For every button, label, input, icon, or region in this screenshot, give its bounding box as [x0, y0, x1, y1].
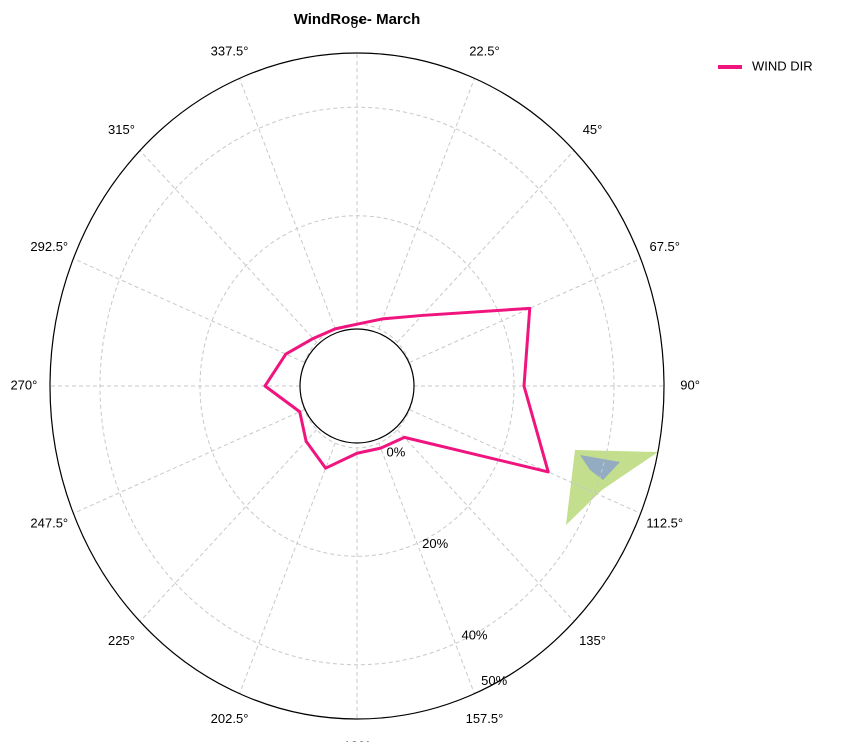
r-tick-label: 20% [422, 536, 448, 551]
angle-label: 22.5° [469, 44, 500, 59]
angle-label: 202.5° [211, 711, 249, 726]
angle-label: 292.5° [30, 239, 68, 254]
angle-label: 0° [351, 16, 363, 31]
angle-label: 157.5° [466, 711, 504, 726]
background [0, 0, 844, 742]
angle-label: 67.5° [649, 239, 680, 254]
angle-label: 112.5° [646, 516, 683, 531]
angle-label: 225° [108, 633, 135, 648]
chart: WindRose- March 0°22.5°45°67.5°90°112.5°… [0, 0, 844, 742]
legend-label: WIND DIR [752, 58, 813, 73]
r-tick-label: 50% [481, 673, 507, 688]
angle-label: 315° [108, 122, 135, 137]
r-tick-label: 0% [386, 445, 405, 460]
r-tick-label: 40% [461, 627, 487, 642]
angle-label: 337.5° [211, 44, 249, 59]
angle-label: 135° [579, 633, 606, 648]
angle-label: 247.5° [30, 516, 68, 531]
angle-label: 90° [680, 377, 700, 392]
angle-label: 270° [10, 377, 37, 392]
angle-label: 45° [583, 122, 603, 137]
